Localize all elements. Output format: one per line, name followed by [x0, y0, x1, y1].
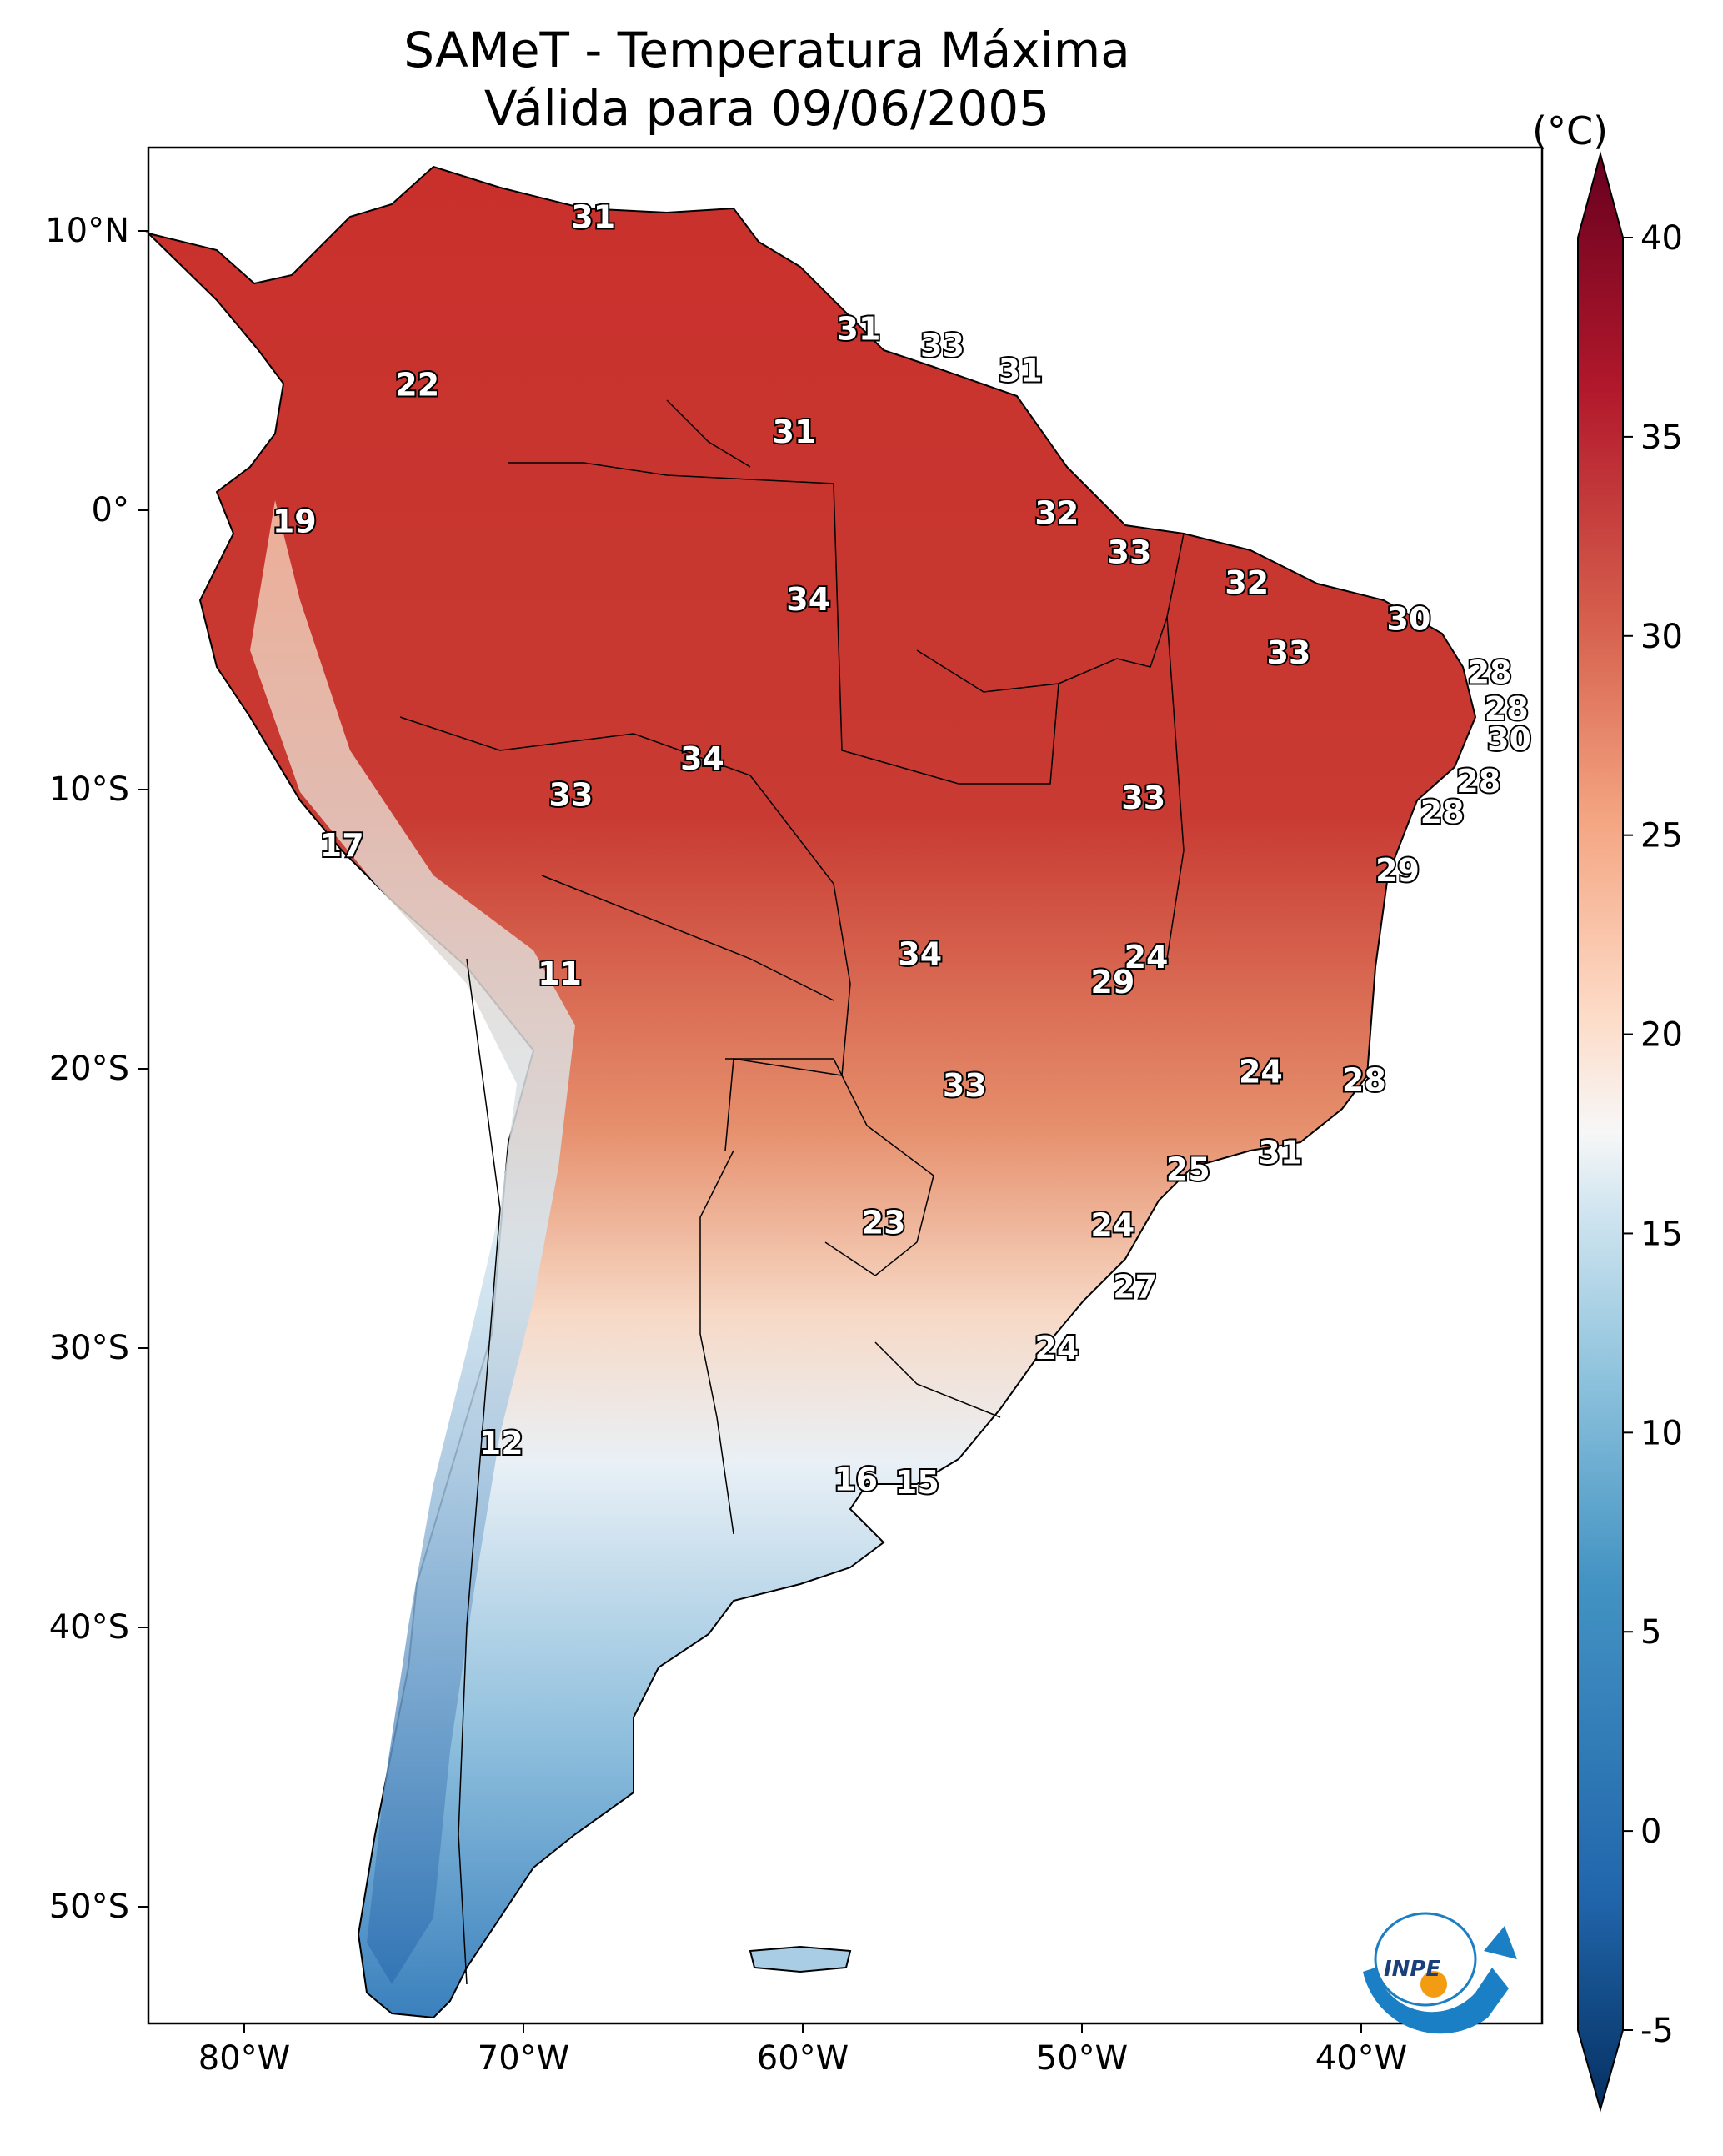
temperature-label: 31 [773, 414, 817, 450]
map-title: SAMeT - Temperatura Máxima [403, 22, 1130, 78]
logo-ring [1374, 1912, 1477, 2007]
temperature-label: 16 [834, 1461, 878, 1497]
temperature-label: 32 [1225, 564, 1269, 601]
colorbar-tick-label: 10 [1640, 1414, 1683, 1452]
lon-tick-label: 60°W [757, 2039, 849, 2078]
temperature-label: 24 [1239, 1053, 1283, 1090]
temperature-label: 33 [943, 1067, 987, 1104]
country-borders [399, 399, 1185, 1985]
logo-text: INPE [1384, 1957, 1440, 1982]
temperature-label: 22 [395, 366, 439, 403]
temperature-label: 28 [1485, 690, 1529, 727]
lat-tick-20s: 20°S [49, 1050, 148, 1088]
temperature-label: 34 [786, 581, 830, 618]
lon-tick-80w: 80°W [198, 2023, 290, 2078]
temperature-label: 33 [1121, 780, 1165, 816]
lat-tick-label: 0° [92, 491, 129, 529]
colorbar-tick-label: 15 [1640, 1215, 1683, 1253]
colorbar-tick-label: 0 [1640, 1813, 1661, 1851]
lon-tick-label: 80°W [198, 2039, 290, 2078]
temperature-label: 19 [273, 503, 317, 539]
temperature-label: 11 [538, 955, 582, 992]
colorbar-unit: (°C) [1532, 108, 1609, 153]
lat-tick-10n: 10°N [45, 212, 148, 250]
temperature-label: 34 [680, 740, 724, 777]
colorbar: 40 35 30 25 20 15 10 5 0 -5 [1577, 151, 1683, 2113]
temperature-label: 34 [898, 936, 942, 973]
temperature-label: 28 [1468, 654, 1512, 690]
temperature-label: 29 [1090, 964, 1134, 1000]
temperature-label: 31 [1258, 1135, 1302, 1171]
map-frame [147, 146, 1544, 2025]
temperature-label: 31 [571, 198, 615, 235]
lat-tick-label: 20°S [49, 1050, 129, 1088]
logo-arrow [1484, 1926, 1517, 1959]
colorbar-tick-label: 30 [1640, 618, 1683, 656]
colorbar-tick-label: 20 [1640, 1016, 1683, 1055]
lat-tick-label: 50°S [49, 1888, 129, 1926]
temperature-label: 25 [1166, 1151, 1210, 1188]
temperature-label: 33 [1108, 534, 1152, 570]
colorbar-tick-label: 35 [1640, 419, 1683, 457]
temperature-label: 33 [920, 327, 964, 364]
temperature-label: 33 [1266, 634, 1310, 671]
colorbar-bar [1577, 151, 1624, 2113]
temperature-label: 12 [479, 1425, 523, 1462]
lat-tick-label: 10°N [45, 212, 129, 250]
temperature-label: 15 [895, 1464, 939, 1501]
colorbar-tick-label: 40 [1640, 219, 1683, 258]
lat-tick-30s: 30°S [49, 1329, 148, 1367]
map-subtitle: Válida para 09/06/2005 [483, 80, 1050, 137]
lat-tick-0: 0° [92, 491, 148, 529]
temperature-label: 28 [1420, 794, 1465, 830]
andes-cool-band [250, 500, 575, 1984]
temperature-label: 32 [1034, 494, 1079, 531]
logo-swoosh [1363, 1968, 1509, 2034]
temperature-label: 31 [999, 353, 1043, 389]
temperature-label: 33 [549, 777, 594, 814]
temperature-label: 30 [1487, 721, 1531, 758]
lon-tick-label: 70°W [478, 2039, 569, 2078]
lat-tick-40s: 40°S [49, 1608, 148, 1647]
lat-axis: 10°N 0° 10°S 20°S 30°S 40°S 50°S [45, 212, 148, 1926]
lat-tick-label: 10°S [49, 770, 129, 809]
lon-tick-60w: 60°W [757, 2023, 849, 2078]
temperature-label: 28 [1342, 1061, 1386, 1098]
temperature-label: 31 [837, 310, 881, 347]
temperature-label: 17 [320, 827, 364, 864]
lon-tick-label: 50°W [1036, 2039, 1128, 2078]
temperature-label: 30 [1387, 601, 1431, 638]
colorbar-tick-label: -5 [1640, 2012, 1674, 2050]
lon-tick-label: 40°W [1315, 2039, 1407, 2078]
logo-dot [1420, 1971, 1447, 1998]
temperature-label: 29 [1375, 852, 1420, 889]
lon-tick-70w: 70°W [478, 2023, 569, 2078]
colorbar-ticks: 40 35 30 25 20 15 10 5 0 -5 [1623, 219, 1683, 2050]
inpe-logo: INPE [1363, 1912, 1517, 2034]
colorbar-tick-label: 25 [1640, 817, 1683, 855]
lat-tick-label: 40°S [49, 1608, 129, 1647]
lon-tick-40w: 40°W [1315, 2023, 1407, 2078]
temperature-label: 23 [862, 1204, 906, 1241]
falkland-islands [749, 1945, 852, 1973]
colorbar-tick-label: 5 [1640, 1613, 1661, 1652]
lon-tick-50w: 50°W [1036, 2023, 1128, 2078]
temperature-label: 27 [1113, 1268, 1157, 1305]
lat-tick-10s: 10°S [49, 770, 148, 809]
temperature-label: 28 [1456, 763, 1500, 800]
lat-tick-label: 30°S [49, 1329, 129, 1367]
temperature-label: 24 [1124, 939, 1169, 975]
lat-tick-50s: 50°S [49, 1888, 148, 1926]
temperature-label: 24 [1034, 1330, 1079, 1366]
lon-axis: 80°W 70°W 60°W 50°W 40°W [198, 2023, 1407, 2078]
temperature-label: 24 [1090, 1207, 1134, 1244]
